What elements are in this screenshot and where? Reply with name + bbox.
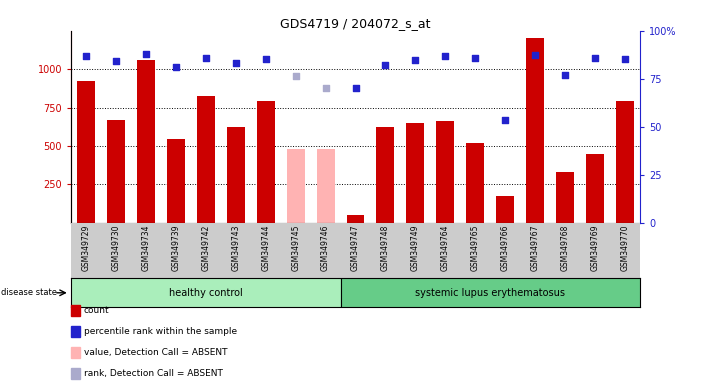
Point	[500, 117, 511, 123]
Point	[230, 60, 242, 66]
Bar	[466, 143, 484, 223]
Text: systemic lupus erythematosus: systemic lupus erythematosus	[415, 288, 565, 298]
Point	[410, 57, 421, 63]
Point	[560, 72, 571, 78]
Point	[290, 73, 301, 79]
Bar	[346, 215, 365, 223]
Point	[619, 56, 631, 62]
Bar	[437, 121, 454, 223]
Bar	[137, 60, 155, 223]
Bar	[496, 196, 514, 223]
Text: rank, Detection Call = ABSENT: rank, Detection Call = ABSENT	[84, 369, 223, 378]
Text: GSM349749: GSM349749	[411, 224, 420, 271]
Bar	[526, 38, 544, 223]
Text: GSM349747: GSM349747	[351, 224, 360, 271]
Bar	[376, 127, 395, 223]
Point	[350, 84, 361, 91]
Point	[439, 53, 451, 59]
Text: GSM349770: GSM349770	[621, 224, 629, 271]
Text: GSM349769: GSM349769	[591, 224, 599, 271]
Text: disease state: disease state	[1, 288, 57, 297]
Bar	[197, 96, 215, 223]
Title: GDS4719 / 204072_s_at: GDS4719 / 204072_s_at	[280, 17, 431, 30]
Bar	[71, 278, 341, 307]
Text: GSM349742: GSM349742	[201, 224, 210, 271]
Point	[380, 62, 391, 68]
Point	[260, 56, 272, 62]
Text: GSM349745: GSM349745	[291, 224, 300, 271]
Bar	[407, 123, 424, 223]
Bar	[556, 172, 574, 223]
Text: GSM349744: GSM349744	[261, 224, 270, 271]
Text: healthy control: healthy control	[169, 288, 242, 298]
Bar	[77, 81, 95, 223]
Point	[469, 55, 481, 61]
Text: percentile rank within the sample: percentile rank within the sample	[84, 327, 237, 336]
Point	[140, 51, 151, 57]
Text: GSM349765: GSM349765	[471, 224, 480, 271]
Point	[110, 58, 122, 64]
Text: GSM349730: GSM349730	[112, 224, 120, 271]
Text: GSM349746: GSM349746	[321, 224, 330, 271]
Text: GSM349739: GSM349739	[171, 224, 181, 271]
Text: GSM349729: GSM349729	[82, 224, 90, 271]
Text: count: count	[84, 306, 109, 315]
Text: GSM349767: GSM349767	[530, 224, 540, 271]
Bar	[227, 127, 245, 223]
Point	[320, 85, 331, 91]
Point	[589, 55, 601, 61]
Text: GSM349764: GSM349764	[441, 224, 450, 271]
Text: GSM349743: GSM349743	[231, 224, 240, 271]
Bar	[616, 101, 634, 223]
Text: GSM349748: GSM349748	[381, 224, 390, 271]
Point	[530, 51, 541, 58]
Bar	[316, 149, 335, 223]
Bar	[287, 149, 304, 223]
Bar	[586, 154, 604, 223]
Bar	[107, 120, 125, 223]
Text: GSM349734: GSM349734	[141, 224, 151, 271]
Bar	[257, 101, 274, 223]
Point	[80, 53, 92, 59]
Bar	[167, 139, 185, 223]
Text: GSM349768: GSM349768	[560, 224, 570, 271]
Text: GSM349766: GSM349766	[501, 224, 510, 271]
Point	[170, 64, 181, 70]
Text: value, Detection Call = ABSENT: value, Detection Call = ABSENT	[84, 348, 228, 357]
Bar	[341, 278, 640, 307]
Point	[200, 55, 211, 61]
